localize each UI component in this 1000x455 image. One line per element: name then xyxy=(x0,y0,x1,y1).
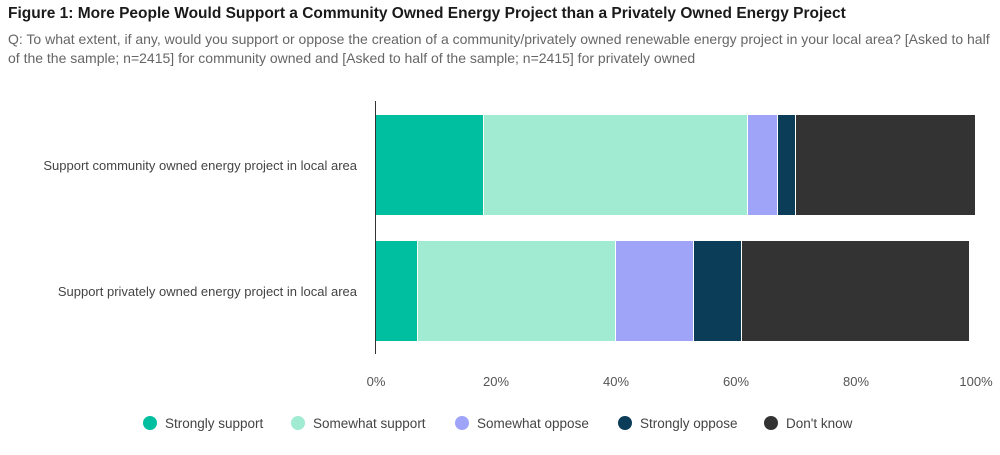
legend-item-somewhat-support: Somewhat support xyxy=(291,416,426,431)
legend-marker xyxy=(143,416,157,430)
bar-strongly-oppose-private xyxy=(694,241,741,341)
x-tick-label: 60% xyxy=(723,374,749,389)
bar-somewhat-support-private xyxy=(418,241,615,341)
x-tick-label: 0% xyxy=(367,374,386,389)
legend-marker xyxy=(764,416,778,430)
chart-subtitle: Q: To what extent, if any, would you sup… xyxy=(8,31,990,66)
legend-marker xyxy=(618,416,632,430)
bar-don-t-know-private xyxy=(742,241,969,341)
bar-don-t-know-community xyxy=(796,115,975,215)
legend-marker xyxy=(291,416,305,430)
bars-layer xyxy=(376,115,975,341)
legend: Strongly support Somewhat support Somewhat… xyxy=(143,416,853,431)
category-label-private: Support privately owned energy project i… xyxy=(58,284,358,299)
x-tick-labels: 0% 20% 40% 60% 80% 100% xyxy=(367,374,993,389)
category-label-community: Support community owned energy project i… xyxy=(43,158,357,173)
bar-somewhat-support-community xyxy=(484,115,747,215)
bar-somewhat-oppose-private xyxy=(616,241,693,341)
legend-item-strongly-support: Strongly support xyxy=(143,416,264,431)
legend-item-strongly-oppose: Strongly oppose xyxy=(618,416,738,431)
x-tick-label: 80% xyxy=(843,374,869,389)
legend-label: Strongly oppose xyxy=(640,416,738,431)
bar-strongly-support-community xyxy=(376,115,483,215)
legend-label: Somewhat support xyxy=(313,416,426,431)
x-tick-label: 100% xyxy=(959,374,993,389)
bar-somewhat-oppose-community xyxy=(748,115,777,215)
bar-strongly-oppose-community xyxy=(778,115,795,215)
legend-item-somewhat-oppose: Somewhat oppose xyxy=(455,416,589,431)
chart-title: Figure 1: More People Would Support a Co… xyxy=(8,5,846,22)
legend-label: Don't know xyxy=(786,416,853,431)
bar-strongly-support-private xyxy=(376,241,417,341)
legend-item-don-t-know: Don't know xyxy=(764,416,853,431)
legend-marker xyxy=(455,416,469,430)
legend-label: Strongly support xyxy=(165,416,264,431)
category-labels: Support community owned energy project i… xyxy=(43,158,357,299)
x-tick-label: 40% xyxy=(603,374,629,389)
x-tick-label: 20% xyxy=(483,374,509,389)
legend-label: Somewhat oppose xyxy=(477,416,589,431)
